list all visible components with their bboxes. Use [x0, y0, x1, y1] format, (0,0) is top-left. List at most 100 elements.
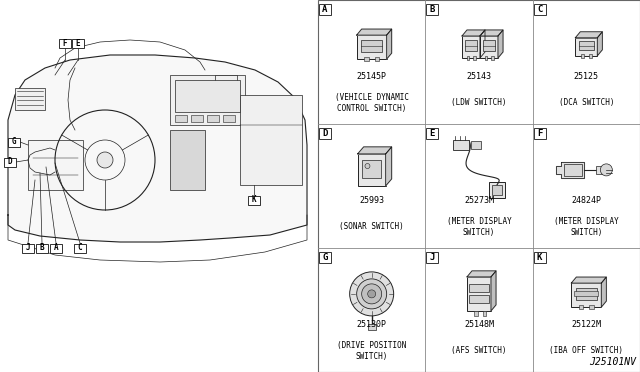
Circle shape: [367, 290, 376, 298]
Text: 25273M: 25273M: [464, 196, 494, 205]
Text: 25145P: 25145P: [356, 73, 387, 81]
Bar: [534, 4, 546, 15]
Bar: [467, 277, 491, 311]
Bar: [589, 54, 592, 58]
Bar: [4, 157, 16, 167]
Bar: [480, 36, 498, 58]
Bar: [374, 57, 379, 61]
Text: (METER DISPLAY
SWITCH): (METER DISPLAY SWITCH): [447, 217, 511, 237]
Bar: [319, 4, 331, 15]
Bar: [28, 140, 83, 190]
Polygon shape: [480, 30, 503, 36]
Text: F: F: [63, 38, 67, 48]
Text: D: D: [8, 157, 12, 167]
Bar: [581, 54, 584, 58]
Text: (LDW SWITCH): (LDW SWITCH): [451, 99, 507, 108]
Bar: [223, 115, 235, 122]
Bar: [319, 252, 331, 263]
Bar: [15, 88, 45, 110]
Bar: [484, 56, 487, 60]
Circle shape: [365, 164, 370, 169]
Polygon shape: [491, 271, 496, 311]
Text: 25143: 25143: [467, 73, 492, 81]
Bar: [572, 283, 602, 307]
Text: (AFS SWITCH): (AFS SWITCH): [451, 346, 507, 355]
Bar: [240, 95, 302, 185]
Bar: [191, 115, 203, 122]
Bar: [574, 292, 598, 296]
Polygon shape: [498, 30, 503, 58]
Bar: [469, 295, 488, 303]
Bar: [170, 75, 245, 125]
Text: J: J: [26, 244, 30, 253]
Circle shape: [349, 272, 394, 316]
Text: K: K: [252, 196, 256, 205]
Bar: [596, 166, 604, 174]
Bar: [50, 244, 62, 253]
Text: B: B: [429, 5, 435, 14]
Bar: [579, 305, 583, 309]
Circle shape: [356, 279, 387, 309]
Polygon shape: [386, 147, 392, 186]
Text: (VEHICLE DYNAMIC
CONTROL SWITCH): (VEHICLE DYNAMIC CONTROL SWITCH): [335, 93, 409, 113]
Bar: [59, 38, 71, 48]
Bar: [207, 115, 219, 122]
Polygon shape: [387, 29, 392, 59]
Text: G: G: [12, 138, 16, 147]
Text: C: C: [77, 244, 83, 253]
Bar: [358, 154, 386, 186]
Bar: [248, 196, 260, 205]
Text: A: A: [323, 5, 328, 14]
Text: B: B: [40, 244, 44, 253]
Bar: [74, 244, 86, 253]
Text: J: J: [429, 253, 435, 262]
Bar: [426, 4, 438, 15]
Polygon shape: [358, 147, 392, 154]
Bar: [483, 41, 495, 51]
Polygon shape: [572, 277, 606, 283]
Text: K: K: [537, 253, 542, 262]
Bar: [579, 41, 594, 50]
Polygon shape: [602, 277, 606, 307]
Bar: [564, 164, 582, 176]
Polygon shape: [8, 55, 307, 242]
Polygon shape: [356, 29, 392, 35]
Bar: [473, 56, 476, 60]
Text: J25101NV: J25101NV: [589, 357, 636, 367]
Bar: [492, 185, 502, 195]
Circle shape: [600, 164, 612, 176]
Text: D: D: [323, 129, 328, 138]
Polygon shape: [556, 162, 584, 178]
Text: E: E: [429, 129, 435, 138]
Bar: [175, 115, 187, 122]
Bar: [215, 75, 237, 93]
Bar: [362, 160, 381, 178]
Text: F: F: [537, 129, 542, 138]
Bar: [465, 41, 477, 51]
Text: 24824P: 24824P: [572, 196, 602, 205]
Polygon shape: [28, 148, 55, 175]
Bar: [469, 284, 488, 292]
Polygon shape: [462, 30, 485, 36]
Circle shape: [97, 152, 113, 168]
Text: (SONAR SWITCH): (SONAR SWITCH): [339, 222, 404, 231]
Bar: [175, 80, 240, 112]
Bar: [576, 288, 597, 300]
Text: (DCA SWITCH): (DCA SWITCH): [559, 99, 614, 108]
Bar: [575, 38, 597, 56]
Bar: [364, 57, 369, 61]
Text: A: A: [54, 244, 58, 253]
Text: (METER DISPLAY
SWITCH): (METER DISPLAY SWITCH): [554, 217, 619, 237]
Text: C: C: [537, 5, 542, 14]
Polygon shape: [480, 30, 485, 58]
Bar: [467, 56, 469, 60]
Bar: [36, 244, 48, 253]
Bar: [426, 252, 438, 263]
Text: G: G: [323, 253, 328, 262]
Text: 25993: 25993: [359, 196, 384, 205]
Bar: [319, 128, 331, 139]
Bar: [8, 138, 20, 147]
Text: E: E: [76, 38, 80, 48]
Bar: [356, 35, 387, 59]
Bar: [367, 324, 376, 330]
